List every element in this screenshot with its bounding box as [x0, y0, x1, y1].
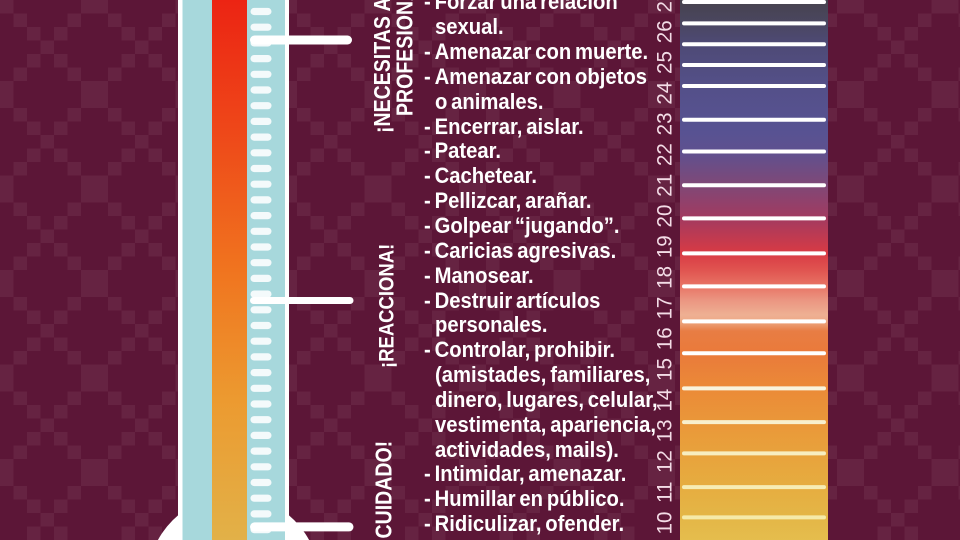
svg-text:17: 17 [653, 297, 676, 320]
svg-text:12: 12 [653, 450, 676, 473]
svg-text:PROFESIONAL!: PROFESIONAL! [392, 0, 418, 116]
svg-text:23: 23 [653, 112, 676, 135]
svg-text:11: 11 [653, 482, 676, 503]
svg-text:¡CUIDADO!: ¡CUIDADO! [371, 441, 397, 540]
svg-text:13: 13 [653, 419, 676, 442]
svg-text:19: 19 [653, 235, 676, 258]
svg-text:15: 15 [653, 358, 676, 381]
svg-text:25: 25 [653, 51, 676, 74]
svg-text:21: 21 [653, 174, 676, 197]
svg-text:¡NECESITAS AYUDA: ¡NECESITAS AYUDA [370, 0, 396, 133]
svg-text:24: 24 [653, 82, 676, 105]
svg-text:26: 26 [653, 20, 676, 43]
svg-text:20: 20 [653, 205, 676, 228]
svg-text:27: 27 [653, 0, 676, 13]
svg-text:16: 16 [653, 327, 676, 350]
svg-text:14: 14 [653, 389, 676, 412]
svg-text:¡REACCIONA!: ¡REACCIONA! [375, 244, 399, 368]
svg-text:18: 18 [653, 266, 676, 289]
svg-text:10: 10 [653, 512, 676, 535]
svg-text:22: 22 [653, 143, 676, 166]
